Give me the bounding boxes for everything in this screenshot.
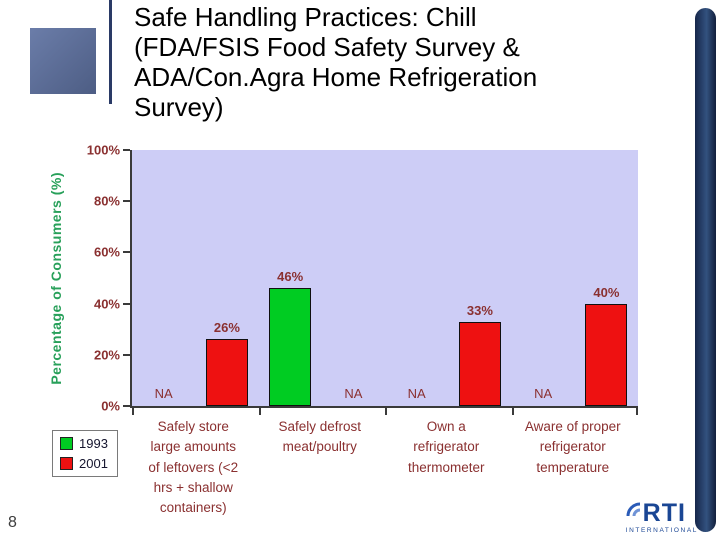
x-tick-mark [258, 408, 261, 415]
y-tick-label: 100% [86, 142, 120, 158]
decorative-line [109, 0, 112, 104]
category-label: Safely defrost meat/poultry [278, 419, 362, 455]
bar-value-label: 40% [593, 284, 620, 300]
y-tick-mark [123, 405, 130, 407]
rti-logo-mark [626, 502, 640, 516]
plot-area: NA 46% NA NA 26% NA 33% 40% [123, 149, 638, 415]
y-tick-label: 60% [93, 244, 120, 260]
bar-value-label: 33% [466, 302, 493, 318]
rti-logo-text: RTI [642, 499, 686, 527]
legend-label: 1993 [79, 436, 108, 451]
bar-value-label: 46% [277, 269, 304, 285]
category-label: Safely store large amounts of leftovers … [148, 419, 239, 515]
right-edge-bar [695, 8, 716, 532]
na-label: NA [344, 386, 363, 401]
decorative-square [30, 28, 96, 94]
y-tick-mark [123, 353, 130, 356]
category-label: Aware of proper refrigerator temperature [524, 419, 621, 475]
y-tick-label: 0% [101, 398, 120, 414]
legend-swatch [60, 457, 73, 470]
legend-item: 2001 [60, 456, 108, 471]
bar-1993 [269, 288, 312, 406]
x-tick-mark [636, 408, 638, 415]
y-tick-mark [123, 251, 130, 254]
x-tick-mark [385, 408, 387, 415]
na-label: NA [154, 386, 173, 401]
rti-logo: RTI INTERNATIONAL [625, 501, 698, 535]
y-tick-mark [123, 302, 130, 305]
rti-logo-top: RTI [626, 501, 686, 526]
y-axis-title: Percentage of Consumers (%) [48, 171, 64, 385]
y-tick-mark [123, 200, 130, 203]
na-label: NA [534, 386, 553, 401]
slide-title: Safe Handling Practices: Chill (FDA/FSIS… [134, 2, 538, 123]
bar-value-label: 26% [213, 320, 240, 336]
rti-logo-subtext: INTERNATIONAL [625, 527, 698, 534]
legend-item: 1993 [60, 436, 108, 451]
legend-label: 2001 [79, 456, 108, 471]
y-tick-label: 40% [93, 296, 120, 312]
y-axis-title-wrap: Percentage of Consumers (%) [38, 150, 74, 406]
legend: 1993 2001 [52, 430, 118, 477]
category-label: Own a refrigerator thermometer [407, 419, 485, 475]
bar-2001 [205, 339, 248, 406]
y-tick-label: 20% [93, 347, 120, 363]
na-label: NA [407, 386, 426, 401]
y-tick-mark [123, 149, 130, 151]
x-tick-mark [132, 408, 134, 415]
bar-2001 [458, 321, 501, 406]
category-axis: Safely store large amounts of leftovers … [130, 417, 636, 518]
x-tick-mark [511, 408, 514, 415]
y-axis: 0% 20% 40% 60% 80% 100% [74, 143, 124, 414]
page-number: 8 [8, 514, 17, 531]
legend-swatch [60, 437, 73, 450]
y-tick-label: 80% [93, 193, 120, 209]
bar-2001 [585, 303, 628, 406]
